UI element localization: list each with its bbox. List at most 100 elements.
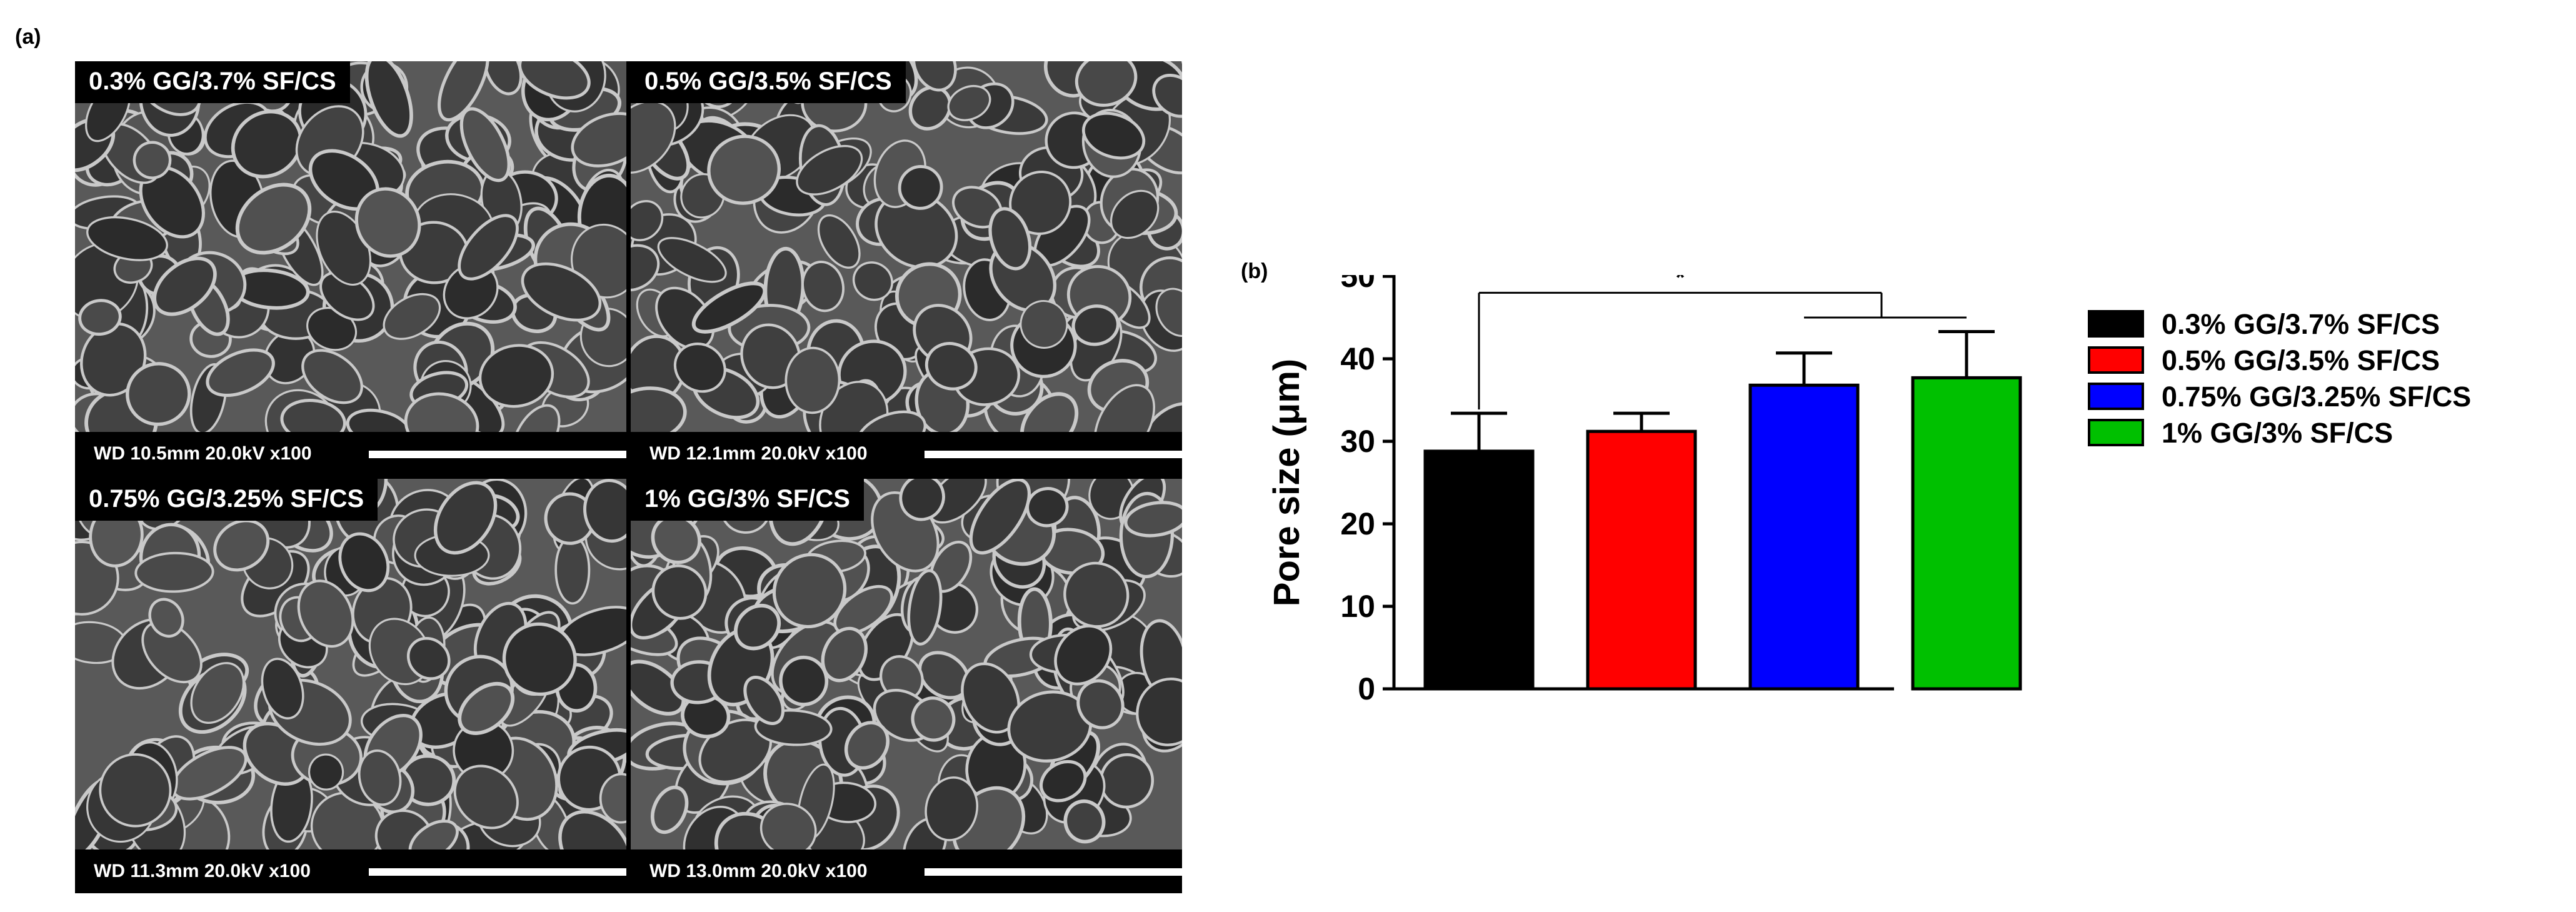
pore-shape: [433, 481, 498, 555]
pore-shape: [571, 112, 626, 168]
pore-shape: [338, 532, 390, 593]
legend-swatch: [2088, 310, 2144, 338]
y-tick-label: 40: [1340, 341, 1375, 376]
pore-shape: [133, 141, 172, 179]
sem-image-tile: 1% GG/3% SF/CS WD 13.0mm 20.0kV x100: [631, 479, 1182, 893]
sem-image-grid: 0.3% GG/3.7% SF/CS WD 10.5mm 20.0kV x100…: [75, 61, 1182, 893]
pore-shape: [911, 696, 956, 742]
legend-swatch: [2088, 419, 2144, 446]
pore-shape: [308, 753, 344, 791]
sem-info-bar: WD 10.5mm 20.0kV x100: [75, 432, 626, 476]
pore-shape: [99, 753, 172, 828]
pore-shape: [1075, 61, 1138, 107]
pore-shape: [734, 603, 781, 651]
pore-shape: [912, 61, 957, 92]
pore-shape: [134, 551, 214, 593]
pore-shape: [844, 721, 890, 770]
pore-shape: [657, 237, 727, 283]
pore-shape: [796, 144, 863, 196]
legend-label: 0.3% GG/3.7% SF/CS: [2162, 308, 2440, 340]
y-tick-label: 20: [1340, 506, 1375, 541]
pore-shape: [988, 207, 1032, 271]
pore-shape: [141, 620, 203, 684]
pore-shape: [1099, 753, 1155, 809]
pore-shape: [1076, 679, 1125, 729]
pore-shape: [772, 553, 847, 629]
pore-shape: [78, 299, 122, 336]
legend-label: 0.75% GG/3.25% SF/CS: [2162, 381, 2472, 413]
panel-label-a: (a): [15, 25, 41, 49]
sem-micrograph-image: [631, 61, 1182, 476]
pore-shape: [126, 362, 191, 426]
y-tick-label: 50: [1340, 275, 1375, 294]
y-tick-label: 10: [1340, 589, 1375, 624]
scale-bar: [369, 868, 626, 876]
sem-image-tile: 0.75% GG/3.25% SF/CS WD 11.3mm 20.0kV x1…: [75, 479, 626, 893]
pore-shape: [1063, 799, 1106, 844]
sem-image-info: WD 12.1mm 20.0kV x100: [649, 443, 868, 464]
sem-micrograph-image: [75, 479, 626, 893]
pore-shape: [969, 479, 1031, 555]
y-tick-label: 30: [1340, 424, 1375, 459]
pore-shape: [153, 256, 217, 316]
pore-shape: [354, 187, 421, 258]
pore-shape: [784, 346, 841, 414]
pore-shape: [86, 216, 168, 261]
pore-shape: [1020, 300, 1068, 349]
pore-shape: [453, 764, 519, 829]
pore-shape: [483, 61, 523, 96]
pore-shape: [631, 659, 686, 716]
pore-shape: [502, 622, 577, 696]
sem-image-info: WD 13.0mm 20.0kV x100: [649, 861, 868, 881]
pore-shape: [961, 662, 1020, 734]
pore-shape: [1063, 561, 1130, 628]
bar: [1911, 376, 2022, 691]
pore-shape: [947, 84, 991, 121]
pore-shape: [833, 584, 893, 635]
pore-shape: [1081, 111, 1146, 160]
pore-shape: [458, 214, 519, 281]
pore-shape: [521, 262, 602, 322]
pore-shape: [190, 662, 245, 724]
pore-shape: [631, 200, 664, 241]
pore-shape: [650, 785, 689, 834]
pore-shape: [743, 676, 785, 726]
pore-shape: [852, 261, 893, 301]
pore-shape: [206, 348, 275, 397]
pore-shape: [707, 134, 781, 205]
sem-image-title: 0.75% GG/3.25% SF/CS: [75, 479, 378, 521]
pore-shape: [1152, 74, 1182, 118]
pore-shape: [817, 214, 861, 269]
pore-shape: [599, 773, 626, 824]
sem-image-info: WD 11.3mm 20.0kV x100: [94, 861, 311, 881]
legend-swatch: [2088, 346, 2144, 374]
pore-shape: [821, 626, 868, 683]
legend-label: 0.5% GG/3.5% SF/CS: [2162, 344, 2440, 376]
pore-shape: [1124, 501, 1182, 538]
pore-shape: [740, 323, 801, 389]
legend-swatch: [2088, 383, 2144, 410]
sem-image-tile: 0.3% GG/3.7% SF/CS WD 10.5mm 20.0kV x100: [75, 61, 626, 476]
pore-shape: [583, 479, 626, 543]
pore-shape: [1026, 487, 1069, 528]
pore-size-bar-chart: 0 10 20 30 40 50 Pore size (μm) *: [1266, 275, 2022, 706]
y-axis-label: Pore size (μm): [1266, 359, 1307, 606]
pore-shape: [383, 293, 441, 340]
pore-shape: [231, 109, 303, 179]
scale-bar: [369, 451, 626, 458]
pore-shape: [691, 281, 767, 334]
pore-shape: [1039, 759, 1087, 803]
sem-image-tile: 0.5% GG/3.5% SF/CS WD 12.1mm 20.0kV x100: [631, 61, 1182, 476]
pore-shape: [406, 637, 451, 680]
pore-shape: [261, 658, 304, 719]
pore-shape: [801, 261, 844, 313]
sem-micrograph-image: [631, 479, 1182, 893]
sem-image-title: 0.3% GG/3.7% SF/CS: [75, 61, 350, 103]
pore-shape: [1155, 288, 1182, 338]
pore-shape: [235, 183, 312, 255]
sem-image-info: WD 10.5mm 20.0kV x100: [94, 443, 312, 464]
pore-shape: [673, 342, 726, 393]
pore-shape: [631, 244, 660, 292]
sem-info-bar: WD 11.3mm 20.0kV x100: [75, 849, 626, 893]
legend-label: 1% GG/3% SF/CS: [2162, 417, 2393, 449]
